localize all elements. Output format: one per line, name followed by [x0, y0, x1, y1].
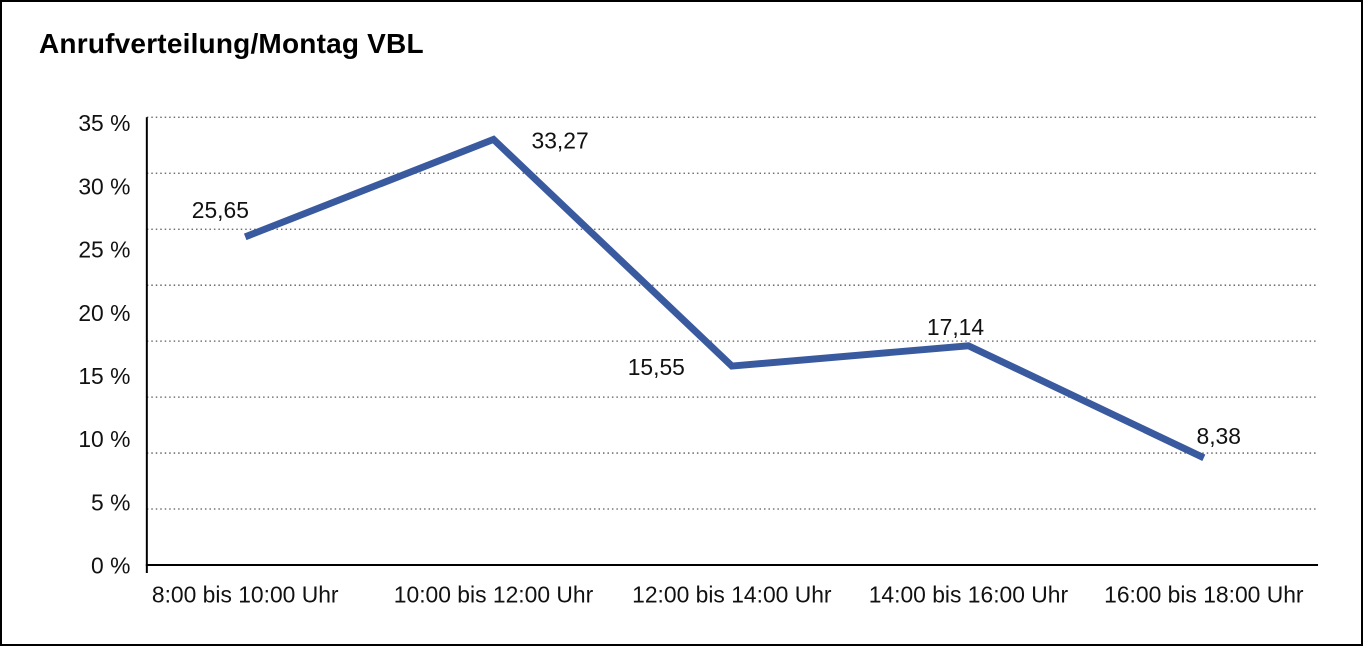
y-tick-label: 20 % — [78, 300, 130, 326]
chart-title: Anrufverteilung/Montag VBL — [39, 28, 424, 59]
y-tick-label: 0 % — [91, 552, 130, 578]
data-point-label: 33,27 — [532, 127, 589, 153]
data-point-label: 15,55 — [628, 354, 685, 380]
y-tick-label: 15 % — [78, 363, 130, 389]
data-point-label: 25,65 — [192, 197, 249, 223]
x-tick-label: 14:00 bis 16:00 Uhr — [869, 581, 1069, 607]
data-point-label: 17,14 — [927, 314, 984, 340]
y-tick-label: 5 % — [91, 489, 130, 515]
x-tick-label: 16:00 bis 18:00 Uhr — [1104, 581, 1304, 607]
y-tick-label: 10 % — [78, 426, 130, 452]
y-tick-label: 30 % — [78, 173, 130, 199]
x-tick-label: 10:00 bis 12:00 Uhr — [394, 581, 594, 607]
y-tick-label: 25 % — [78, 237, 130, 263]
x-tick-label: 12:00 bis 14:00 Uhr — [632, 581, 832, 607]
x-tick-label: 8:00 bis 10:00 Uhr — [152, 581, 339, 607]
data-line — [243, 135, 1206, 461]
y-tick-label: 35 % — [78, 110, 130, 136]
data-point-label: 8,38 — [1197, 423, 1241, 449]
